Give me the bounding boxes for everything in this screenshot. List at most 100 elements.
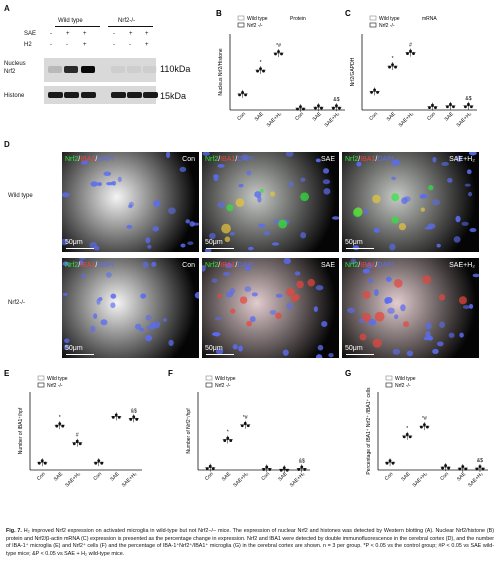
dapi-nucleus [215, 348, 224, 355]
dapi-nucleus [373, 227, 380, 233]
dapi-nucleus [363, 208, 368, 215]
dapi-nucleus [191, 222, 199, 226]
legend-ko: Nrf2 -/- [379, 23, 395, 29]
dapi-nucleus [427, 223, 436, 229]
x-tick-label: SAE+H₂ [412, 471, 429, 488]
legend-ko: Nrf2 -/- [47, 383, 63, 389]
x-tick-label: SAE+H₂ [64, 471, 81, 488]
dapi-nucleus [225, 291, 234, 298]
iba1-cell [374, 311, 385, 322]
dapi-nucleus [294, 271, 301, 276]
dapi-nucleus [217, 164, 225, 168]
dapi-nucleus [331, 216, 339, 220]
legend-swatch-wt [385, 375, 393, 381]
data-point [434, 106, 437, 110]
dapi-nucleus [374, 289, 379, 297]
dapi-nucleus [469, 228, 477, 233]
dapi-nucleus [110, 302, 116, 309]
significance-mark: * [227, 430, 229, 436]
dapi-nucleus [128, 204, 133, 209]
dapi-nucleus [238, 345, 243, 352]
dapi-nucleus [468, 191, 473, 197]
significance-mark: * [59, 415, 61, 421]
dapi-nucleus [202, 152, 210, 156]
dapi-nucleus [246, 170, 252, 176]
dapi-nucleus [217, 201, 225, 208]
x-tick-label: SAE [456, 471, 468, 483]
nrf2-band [143, 66, 157, 73]
significance-mark: * [392, 56, 394, 62]
x-tick-label: SAE+H₂ [232, 471, 249, 488]
x-tick-label: SAE+H₂ [289, 471, 306, 488]
nrf2-kda-label: 110kDa [160, 64, 191, 74]
dapi-nucleus [154, 321, 161, 329]
data-point [428, 106, 431, 110]
panel-letter: F [168, 369, 173, 378]
dapi-nucleus [62, 238, 68, 246]
dapi-nucleus [224, 262, 233, 269]
stain-legend: Nrf2/IBA1/DAPI [205, 262, 254, 269]
iba1-cell [393, 279, 403, 288]
condition-label: SAE [320, 262, 335, 269]
legend-wt: Wild type [47, 376, 68, 382]
h2-mark: - [66, 42, 68, 48]
caption-text: H₂ improved Nrf2 expression on activated… [6, 528, 495, 557]
group-label-wild-type: Wild type [58, 18, 83, 24]
stain-legend: Nrf2/IBA1/DAPI [65, 156, 114, 163]
dapi-nucleus [180, 243, 186, 248]
legend-swatch-wt [37, 375, 45, 381]
microglia-cell [221, 223, 231, 234]
scale-bar [66, 247, 94, 249]
condition-label: SAE+H₂ [449, 156, 475, 163]
dapi-nucleus [386, 276, 392, 282]
nrf2-blot [44, 58, 157, 82]
dapi-nucleus [288, 181, 294, 188]
micrograph: Nrf2/IBA1/DAPI Con 50μm [62, 152, 199, 252]
histone-blot [44, 86, 158, 104]
legend-ko: Nrf2 -/- [247, 23, 263, 29]
iba1-cell [296, 280, 304, 289]
nrf2-band [81, 66, 95, 73]
dapi-nucleus [462, 305, 471, 309]
histone-kda-label: 15kDa [160, 91, 187, 101]
nrf2-band [64, 66, 78, 73]
significance-mark: *# [276, 43, 281, 49]
x-tick-label: Con [426, 111, 437, 122]
dapi-nucleus [315, 285, 324, 291]
microglia-cell [226, 204, 234, 212]
histone-band [48, 92, 63, 98]
dapi-nucleus [436, 243, 441, 248]
iba1-cell [239, 296, 248, 304]
y-axis-label: Percentage of IBA1⁺ Nrf2⁺ /IBA1⁺ cells [366, 387, 372, 475]
x-tick-label: Con [236, 111, 247, 122]
band-label-histone: Histone [4, 93, 25, 99]
dapi-nucleus [384, 297, 390, 305]
histone-band [111, 92, 126, 98]
dapi-nucleus [63, 344, 70, 351]
dapi-nucleus [282, 349, 289, 356]
dapi-nucleus [78, 260, 84, 266]
legend-swatch-ko [237, 22, 245, 28]
legend-wt: Wild type [247, 16, 268, 22]
dapi-nucleus [213, 174, 219, 182]
microglia-cell [352, 208, 363, 218]
sae-mark: + [66, 31, 70, 37]
y-axis-label: Number of Nrf2⁺/hpf [186, 408, 192, 454]
x-tick-label: SAE+H₂ [121, 471, 138, 488]
chart-note: Protein [290, 16, 306, 22]
h2-mark: + [145, 42, 149, 48]
microglia-cell [224, 236, 231, 243]
y-axis-label: Nrf2/GAPDH [350, 57, 356, 86]
microglia-cell [235, 198, 245, 208]
dapi-nucleus [323, 168, 330, 174]
dapi-nucleus [153, 200, 161, 207]
dapi-nucleus [328, 352, 334, 358]
data-point [55, 424, 59, 428]
x-tick-label: SAE+H₂ [398, 111, 415, 128]
dapi-nucleus [251, 292, 258, 297]
panel-letter: G [345, 369, 351, 378]
